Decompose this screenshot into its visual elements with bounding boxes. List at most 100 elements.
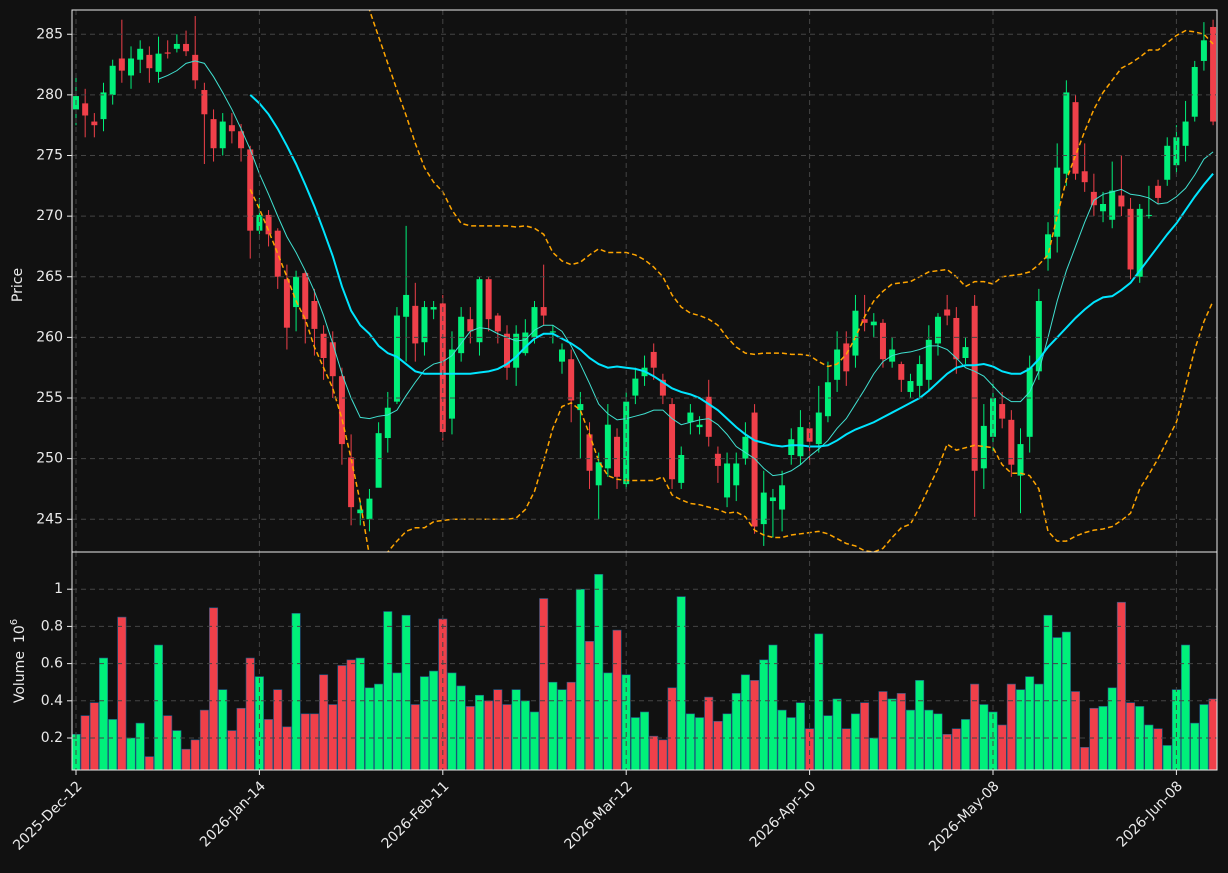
candle-body bbox=[357, 509, 364, 514]
candle-body bbox=[375, 433, 382, 488]
volume-bar bbox=[850, 713, 860, 771]
candle-body bbox=[183, 43, 190, 52]
candle-body bbox=[1045, 234, 1052, 259]
volume-bar bbox=[676, 596, 686, 771]
candle-body bbox=[1063, 92, 1070, 174]
candle-body bbox=[1008, 419, 1015, 465]
volume-bar bbox=[759, 659, 769, 771]
candle-body bbox=[311, 301, 318, 329]
candle-body bbox=[559, 349, 566, 362]
volume-bar bbox=[539, 598, 549, 771]
volume-bar bbox=[667, 687, 677, 771]
candle-body bbox=[238, 131, 245, 149]
candle-body bbox=[742, 436, 749, 459]
volume-bar bbox=[594, 574, 604, 771]
volume-bar bbox=[786, 717, 796, 771]
volume-bar bbox=[126, 737, 136, 771]
volume-bar bbox=[355, 657, 365, 771]
candle-body bbox=[1100, 204, 1107, 212]
volume-bar bbox=[364, 687, 374, 771]
candle-body bbox=[549, 331, 556, 333]
volume-bar bbox=[199, 709, 209, 771]
volume-bar bbox=[740, 674, 750, 771]
volume-bar bbox=[209, 607, 219, 771]
candle-body bbox=[980, 425, 987, 469]
candle-body bbox=[751, 412, 758, 527]
volume-bar bbox=[419, 676, 429, 771]
candle-body bbox=[1210, 26, 1217, 122]
candle-body bbox=[219, 121, 226, 149]
volume-bar bbox=[291, 613, 301, 771]
volume-bar bbox=[548, 681, 558, 771]
candle-body bbox=[1155, 185, 1162, 198]
volume-bar bbox=[979, 704, 989, 771]
y-tick-label: 265 bbox=[36, 269, 63, 285]
candle-body bbox=[1127, 208, 1134, 270]
volume-bar bbox=[878, 691, 888, 771]
candle-body bbox=[137, 48, 144, 60]
candle-body bbox=[531, 307, 538, 338]
volume-bar bbox=[410, 704, 420, 771]
candle-body bbox=[384, 407, 391, 439]
candle-body bbox=[146, 54, 153, 69]
volume-bar bbox=[135, 722, 145, 771]
volume-bar bbox=[1043, 614, 1053, 771]
y-tick-label: 0.2 bbox=[41, 730, 63, 746]
volume-bar bbox=[401, 614, 411, 771]
candle-body bbox=[320, 333, 327, 358]
volume-bar bbox=[649, 735, 659, 771]
candle-body bbox=[210, 119, 217, 149]
volume-bar bbox=[960, 719, 970, 771]
volume-bar bbox=[227, 730, 237, 771]
scale-exponent: 6 bbox=[9, 619, 20, 625]
volume-bar bbox=[1006, 683, 1016, 771]
volume-bar bbox=[1034, 683, 1044, 771]
volume-bar bbox=[658, 739, 668, 771]
volume-bar bbox=[750, 680, 760, 771]
volume-panel bbox=[71, 574, 1218, 771]
candle-body bbox=[1173, 137, 1180, 166]
volume-bar bbox=[832, 698, 842, 771]
candle-body bbox=[815, 412, 822, 445]
volume-bar bbox=[685, 713, 695, 771]
candle-body bbox=[155, 53, 162, 72]
volume-bar bbox=[1025, 676, 1035, 771]
volume-bar bbox=[511, 689, 521, 771]
candle-body bbox=[614, 436, 621, 477]
volume-bar bbox=[309, 713, 319, 771]
candle-body bbox=[577, 404, 584, 411]
candle-body bbox=[302, 273, 309, 320]
volume-bar bbox=[1116, 601, 1126, 771]
candle-body bbox=[513, 333, 520, 368]
candle-body bbox=[604, 424, 611, 469]
volume-bar bbox=[245, 657, 255, 771]
candle-body bbox=[293, 276, 300, 308]
volume-bar bbox=[887, 698, 897, 771]
candle-body bbox=[907, 381, 914, 392]
volume-bar bbox=[1080, 747, 1090, 771]
candle-body bbox=[1164, 145, 1171, 180]
volume-bar bbox=[1126, 702, 1136, 771]
candle-body bbox=[632, 378, 639, 396]
candle-body bbox=[338, 376, 345, 445]
volume-bar bbox=[722, 713, 732, 771]
candle-body bbox=[586, 434, 593, 471]
volume-bar bbox=[585, 640, 595, 771]
candle-body bbox=[1035, 301, 1042, 372]
candle-body bbox=[109, 65, 116, 95]
y-tick-label: 0.6 bbox=[41, 656, 63, 672]
candle-body bbox=[100, 92, 107, 120]
volume-bar bbox=[529, 711, 539, 771]
candle-body bbox=[1072, 102, 1079, 174]
y-axis-title: Price bbox=[10, 268, 26, 302]
candle-body bbox=[696, 424, 703, 428]
candle-body bbox=[659, 379, 666, 396]
volume-bar bbox=[89, 702, 99, 771]
volume-bar bbox=[1153, 728, 1163, 771]
y-tick-label: 260 bbox=[36, 329, 63, 345]
axis-title: Volume bbox=[12, 651, 28, 703]
candle-body bbox=[733, 463, 740, 486]
candle-body bbox=[1145, 214, 1152, 217]
volume-bar bbox=[1190, 722, 1200, 771]
